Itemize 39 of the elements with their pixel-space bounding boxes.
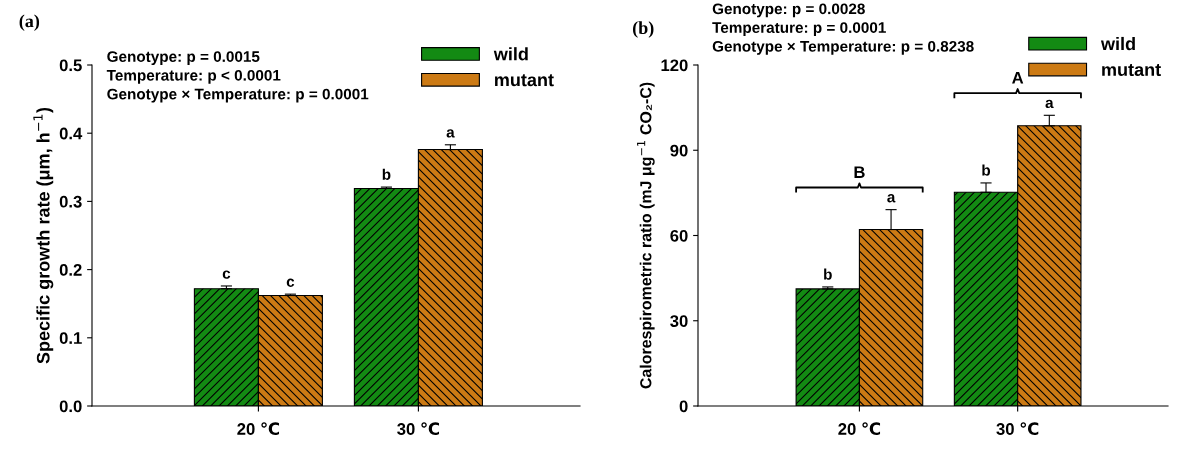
legend-label: wild [493,47,528,61]
x-tick-label: 20 ℃ [838,422,881,435]
y-tick-label: 0.1 [59,332,82,344]
text: Temperature: p = 0.0001 [712,22,886,37]
legend-label: mutant [1102,64,1161,77]
y-tick-label: 60 [670,229,688,242]
annotation: Temperature: p < 0.0001 [106,69,281,84]
data-label: a [446,129,455,138]
y-axis-title: Specific growth rate (μm, h$^{−1}$) [33,107,54,364]
data-label: b [982,164,991,176]
y-axis-title: Calorespirometric ratio (mJ μg$^{−1}$ CO₂-C) [637,82,655,389]
legend-label: wild [1100,36,1135,51]
data-label: a [887,194,896,203]
y-tick-label: 30 [670,315,688,327]
annotation: B [854,166,865,178]
y-tick-label: 0 [679,400,688,413]
y-tick-label: 0.4 [59,127,83,140]
text: (a) [19,14,40,31]
legend-label: mutant [495,74,554,87]
y-tick-label: 0.2 [59,264,82,276]
y-tick-label: 0.3 [59,195,82,208]
x-tick-label: 30 ℃ [397,422,440,435]
data-label: b [382,168,391,180]
y-tick-label: 0.0 [59,400,82,413]
annotation: Genotype × Temperature: p = 0.0001 [107,88,369,103]
data-label: a [1045,99,1054,109]
text: Genotype × Temperature: p = 0.8238 [712,40,974,55]
y-tick-label: 90 [670,144,688,157]
y-tick-label: 0.5 [59,59,82,72]
data-label: c [286,278,295,287]
annotation: Genotype: p = 0.0015 [107,51,260,65]
y-tick-label: 120 [661,59,688,72]
text: Genotype: p = 0.0028 [712,3,865,18]
x-tick-label: 30 ℃ [996,422,1039,435]
text: (b) [632,21,654,38]
data-label: b [824,268,832,280]
x-tick-label: 20 ℃ [237,422,280,435]
data-label: c [222,270,231,279]
annotation: A [1012,72,1024,84]
